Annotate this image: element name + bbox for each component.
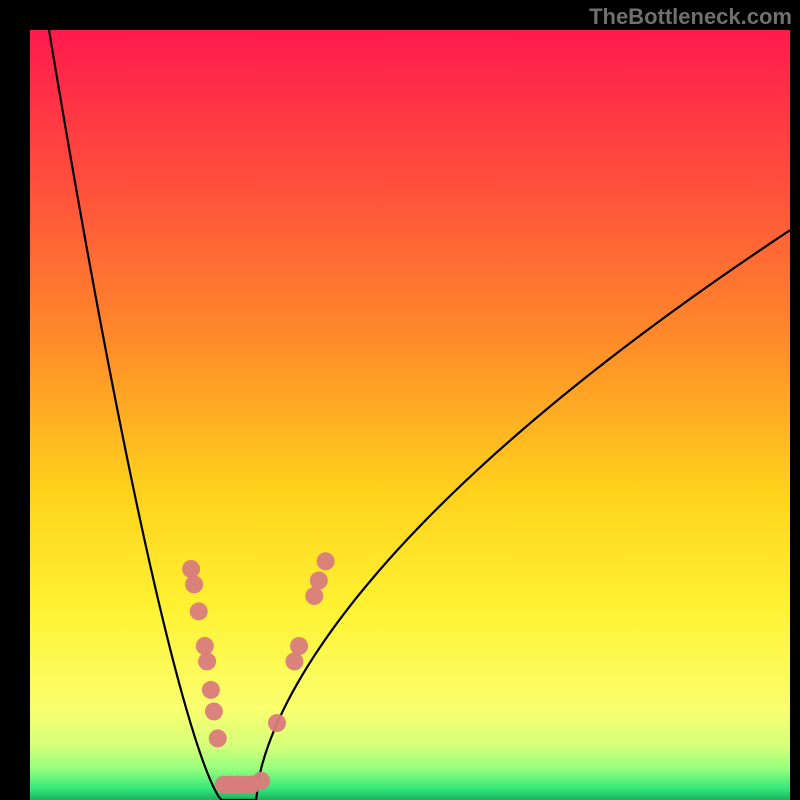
data-marker — [196, 637, 214, 655]
data-marker — [209, 729, 227, 747]
data-marker — [305, 587, 323, 605]
data-marker — [285, 652, 303, 670]
data-marker — [290, 637, 308, 655]
data-marker — [268, 714, 286, 732]
plot-area — [30, 30, 790, 800]
chart-background — [30, 30, 790, 800]
data-marker — [185, 575, 203, 593]
data-marker — [190, 602, 208, 620]
watermark-text: TheBottleneck.com — [589, 4, 792, 30]
data-marker — [252, 772, 270, 790]
data-marker — [202, 681, 220, 699]
data-marker — [205, 702, 223, 720]
data-marker — [182, 560, 200, 578]
data-marker — [310, 572, 328, 590]
data-marker — [198, 652, 216, 670]
chart-svg — [30, 30, 790, 800]
data-marker — [317, 552, 335, 570]
